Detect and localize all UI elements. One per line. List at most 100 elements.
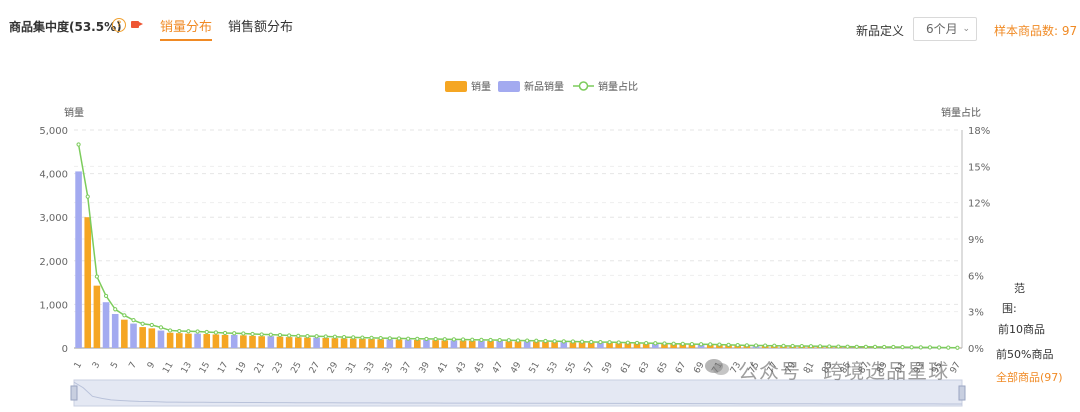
zoom-handle-left [70,385,78,401]
share-point [671,341,676,346]
x-tick-label: 1 [73,361,85,371]
y-tick-label: 2,000 [39,257,68,268]
bar-new-sales [697,344,705,348]
bar-sales [459,340,467,348]
share-point [808,344,814,349]
share-point [479,337,484,342]
share-point [488,337,493,343]
bar-sales [331,338,339,348]
bar-sales [349,338,357,348]
bar-sales [84,217,92,348]
bar-sales [706,344,714,348]
range-option-top10[interactable]: 前10商品 [998,323,1045,336]
bar-sales [414,339,421,348]
x-tick-label: 59 [601,360,616,375]
share-point [204,329,209,335]
share-point [149,322,154,328]
tab-revenue-distribution[interactable]: 销售额分布 [228,20,294,35]
legend-swatch-new-sales [498,81,520,92]
share-point [415,336,420,341]
share-point [827,344,832,349]
sample-count: 样本商品数: 97 [994,24,1078,38]
share-point [708,342,713,347]
share-point [360,335,365,340]
share-point [433,336,438,342]
share-point [177,328,182,334]
x-tick-label: 15 [198,361,212,376]
share-point [515,338,521,343]
bar-new-sales [194,333,201,348]
bar-sales [121,319,128,348]
bar-new-sales [313,337,320,348]
share-point [616,340,621,345]
x-tick-label: 45 [473,361,487,376]
share-point [818,344,823,349]
y-axis-title: 销量 [64,106,84,119]
x-tick-label: 33 [363,361,377,376]
share-point [506,338,511,343]
share-point [753,343,759,348]
bar-sales [203,334,211,348]
share-point [451,337,457,342]
share-point [918,345,923,350]
share-point [460,337,466,342]
bar-sales [240,335,247,348]
x-tick-label: 47 [491,361,505,376]
x-tick-label: 11 [161,361,175,376]
x-tick-label: 81 [802,361,816,376]
bar-sales [688,344,696,348]
share-point [680,341,685,346]
share-point [103,293,109,299]
x-tick-label: 35 [381,361,395,376]
y-tick-label: 3,000 [39,213,68,224]
bar-sales [670,344,677,348]
bar-sales [587,342,595,348]
bar-sales [661,344,668,348]
bar-sales [304,337,311,348]
bar-new-sales [523,341,531,348]
x-tick-label: 23 [271,361,285,376]
bar-new-sales [386,339,394,348]
y2-axis-title: 销量占比 [941,106,981,119]
video-icon[interactable] [131,21,143,28]
x-tick-label: 87 [857,361,871,376]
chevron-down-icon: ⌄ [962,24,970,34]
share-point [250,331,255,337]
bar-new-sales [404,339,412,348]
y2-tick-label: 12% [968,199,990,210]
zoom-slider-preview [73,381,963,405]
range-option-all[interactable]: 全部商品(97) [996,371,1063,384]
watermark: 公众号 · 跨境选品星球 [738,359,950,383]
bar-new-sales [111,313,119,348]
bar-new-sales [102,302,110,348]
share-point [213,330,218,335]
x-tick-label: 55 [564,361,578,376]
share-point [351,335,356,340]
share-point [634,340,640,346]
bar-sales [487,341,494,348]
bar-sales [166,332,174,348]
bar-sales [258,336,265,348]
x-tick-label: 85 [839,361,853,376]
y-tick-label: 0 [62,344,68,355]
bar-new-sales [423,339,430,348]
x-tick-label: 13 [180,361,194,376]
bar-sales [624,343,632,348]
range-option-top50[interactable]: 前50%商品 [996,348,1054,361]
share-point [607,340,612,345]
x-tick-label: 39 [418,360,433,375]
bar-sales [377,339,384,348]
new-product-definition-label: 新品定义 [856,24,905,38]
tab-sales-distribution[interactable]: 销量分布 [160,16,213,41]
share-point [232,331,237,336]
bar-sales [212,334,220,348]
help-icon[interactable]: ? [112,18,126,32]
share-point [625,340,630,345]
share-point [900,345,905,350]
period-select[interactable]: 6个月 ⌄ [913,17,977,41]
share-point [552,339,557,344]
bar-sales [322,337,330,348]
y2-tick-label: 0% [968,344,984,355]
bar-sales [578,342,586,348]
share-point [863,344,868,349]
